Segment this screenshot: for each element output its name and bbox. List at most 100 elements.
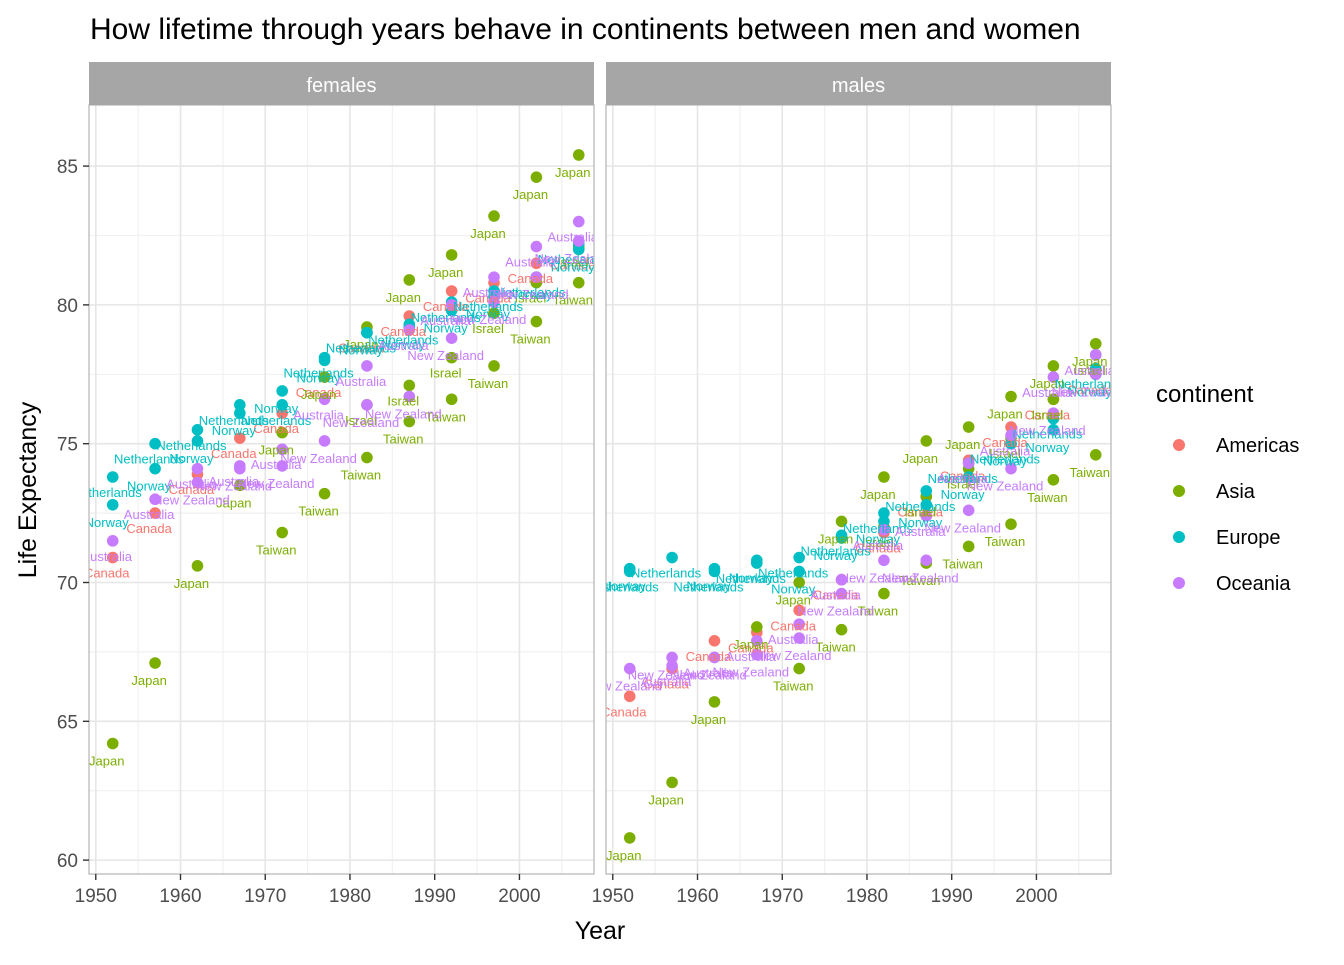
facet-strip: [606, 62, 1111, 105]
country-label: Australia: [463, 285, 514, 300]
labels-layer: CanadaCanadaCanadaCanadaCanadaCanadaCana…: [72, 165, 596, 769]
point: [488, 360, 500, 372]
legend-label: Americas: [1216, 435, 1299, 457]
legend-item-americas: Americas: [1173, 435, 1299, 457]
point: [234, 462, 246, 475]
country-label: Israel: [1031, 407, 1063, 422]
point: [962, 471, 975, 483]
point: [793, 604, 805, 617]
country-label: New Zealand: [407, 348, 484, 363]
point: [572, 243, 585, 256]
country-label: Australia: [895, 524, 946, 539]
country-label: Taiwan: [900, 573, 940, 588]
country-label: Norway: [686, 579, 731, 594]
point: [751, 648, 763, 661]
x-axis: 1950 1960 1970 1980 1990 2000: [592, 874, 1058, 907]
legend-key: [1173, 531, 1185, 543]
point: [920, 498, 933, 511]
x-tick-label: 2000: [498, 886, 540, 907]
facet-strip-label: females: [306, 75, 376, 97]
legend-title: continent: [1156, 381, 1254, 408]
point: [191, 424, 204, 436]
country-label: Australia: [980, 443, 1031, 458]
point: [751, 621, 763, 633]
point: [276, 407, 288, 419]
point: [878, 507, 890, 519]
point: [708, 651, 721, 664]
point: [488, 210, 500, 222]
country-label: Australia: [726, 649, 777, 664]
point: [149, 462, 161, 475]
point: [878, 515, 890, 528]
country-label: Australia: [293, 407, 344, 422]
country-label: Netherlands: [589, 579, 660, 594]
country-label: Israel: [345, 413, 377, 428]
country-label: Japan: [470, 226, 505, 241]
country-label: Norway: [771, 581, 816, 596]
point: [445, 351, 458, 364]
country-label: Canada: [855, 541, 901, 556]
country-label: Japan: [818, 531, 853, 546]
country-label: New Zealand: [585, 679, 662, 694]
point: [361, 399, 373, 411]
point: [445, 249, 458, 261]
country-label: Canada: [770, 618, 816, 633]
country-label: Israel: [947, 477, 979, 492]
legend-item-oceania: Oceania: [1173, 573, 1291, 595]
country-label: Australia: [1064, 363, 1115, 378]
country-label: Australia: [683, 665, 734, 680]
country-label: Netherlands: [156, 438, 227, 453]
x-tick-label: 1960: [676, 886, 718, 907]
country-label: Australia: [1022, 385, 1073, 400]
point: [1047, 360, 1060, 372]
country-label: Canada: [338, 341, 384, 356]
country-label: Australia: [336, 374, 387, 389]
country-label: New Zealand: [1009, 423, 1086, 438]
point: [920, 554, 933, 567]
country-label: Israel: [514, 291, 546, 306]
point: [1089, 337, 1102, 350]
country-label: Norway: [85, 515, 130, 530]
point: [666, 551, 678, 564]
point: [106, 737, 119, 750]
country-label: Norway: [983, 454, 1028, 469]
labels-layer: CanadaCanadaCanadaCanadaCanadaCanadaCana…: [585, 354, 1115, 863]
point: [623, 562, 636, 575]
legend-label: Asia: [1216, 481, 1256, 503]
legend-item-europe: Europe: [1173, 527, 1281, 549]
legend-key: [1173, 439, 1185, 451]
country-label: Japan: [89, 754, 124, 769]
point: [318, 435, 331, 447]
country-label: Canada: [84, 566, 130, 581]
country-label: Japan: [606, 848, 641, 863]
legend-key: [1173, 485, 1185, 497]
country-label: Netherlands: [72, 485, 143, 500]
country-label: Netherlands: [326, 341, 397, 356]
country-label: Japan: [775, 593, 810, 608]
panel-background: [606, 105, 1111, 874]
country-label: Japan: [343, 337, 378, 352]
country-label: Israel: [387, 393, 419, 408]
x-axis-title: Year: [575, 917, 626, 945]
chart-title: How lifetime through years behave in con…: [90, 13, 1081, 46]
point: [191, 476, 204, 489]
point: [1005, 421, 1017, 433]
country-label: Australia: [810, 588, 861, 603]
point: [920, 510, 933, 522]
point: [403, 310, 416, 322]
point: [445, 393, 458, 406]
country-label: New Zealand: [492, 287, 569, 302]
country-label: Netherlands: [885, 499, 956, 514]
country-label: Netherlands: [114, 452, 185, 467]
country-label: Netherlands: [368, 332, 439, 347]
point: [962, 457, 975, 469]
point: [666, 651, 678, 664]
point: [106, 551, 119, 564]
country-label: Canada: [550, 257, 596, 272]
country-label: Israel: [862, 535, 894, 550]
point: [106, 471, 119, 483]
country-label: New Zealand: [924, 520, 1001, 535]
point: [623, 662, 636, 675]
country-label: Canada: [686, 649, 732, 664]
country-label: New Zealand: [365, 406, 442, 421]
